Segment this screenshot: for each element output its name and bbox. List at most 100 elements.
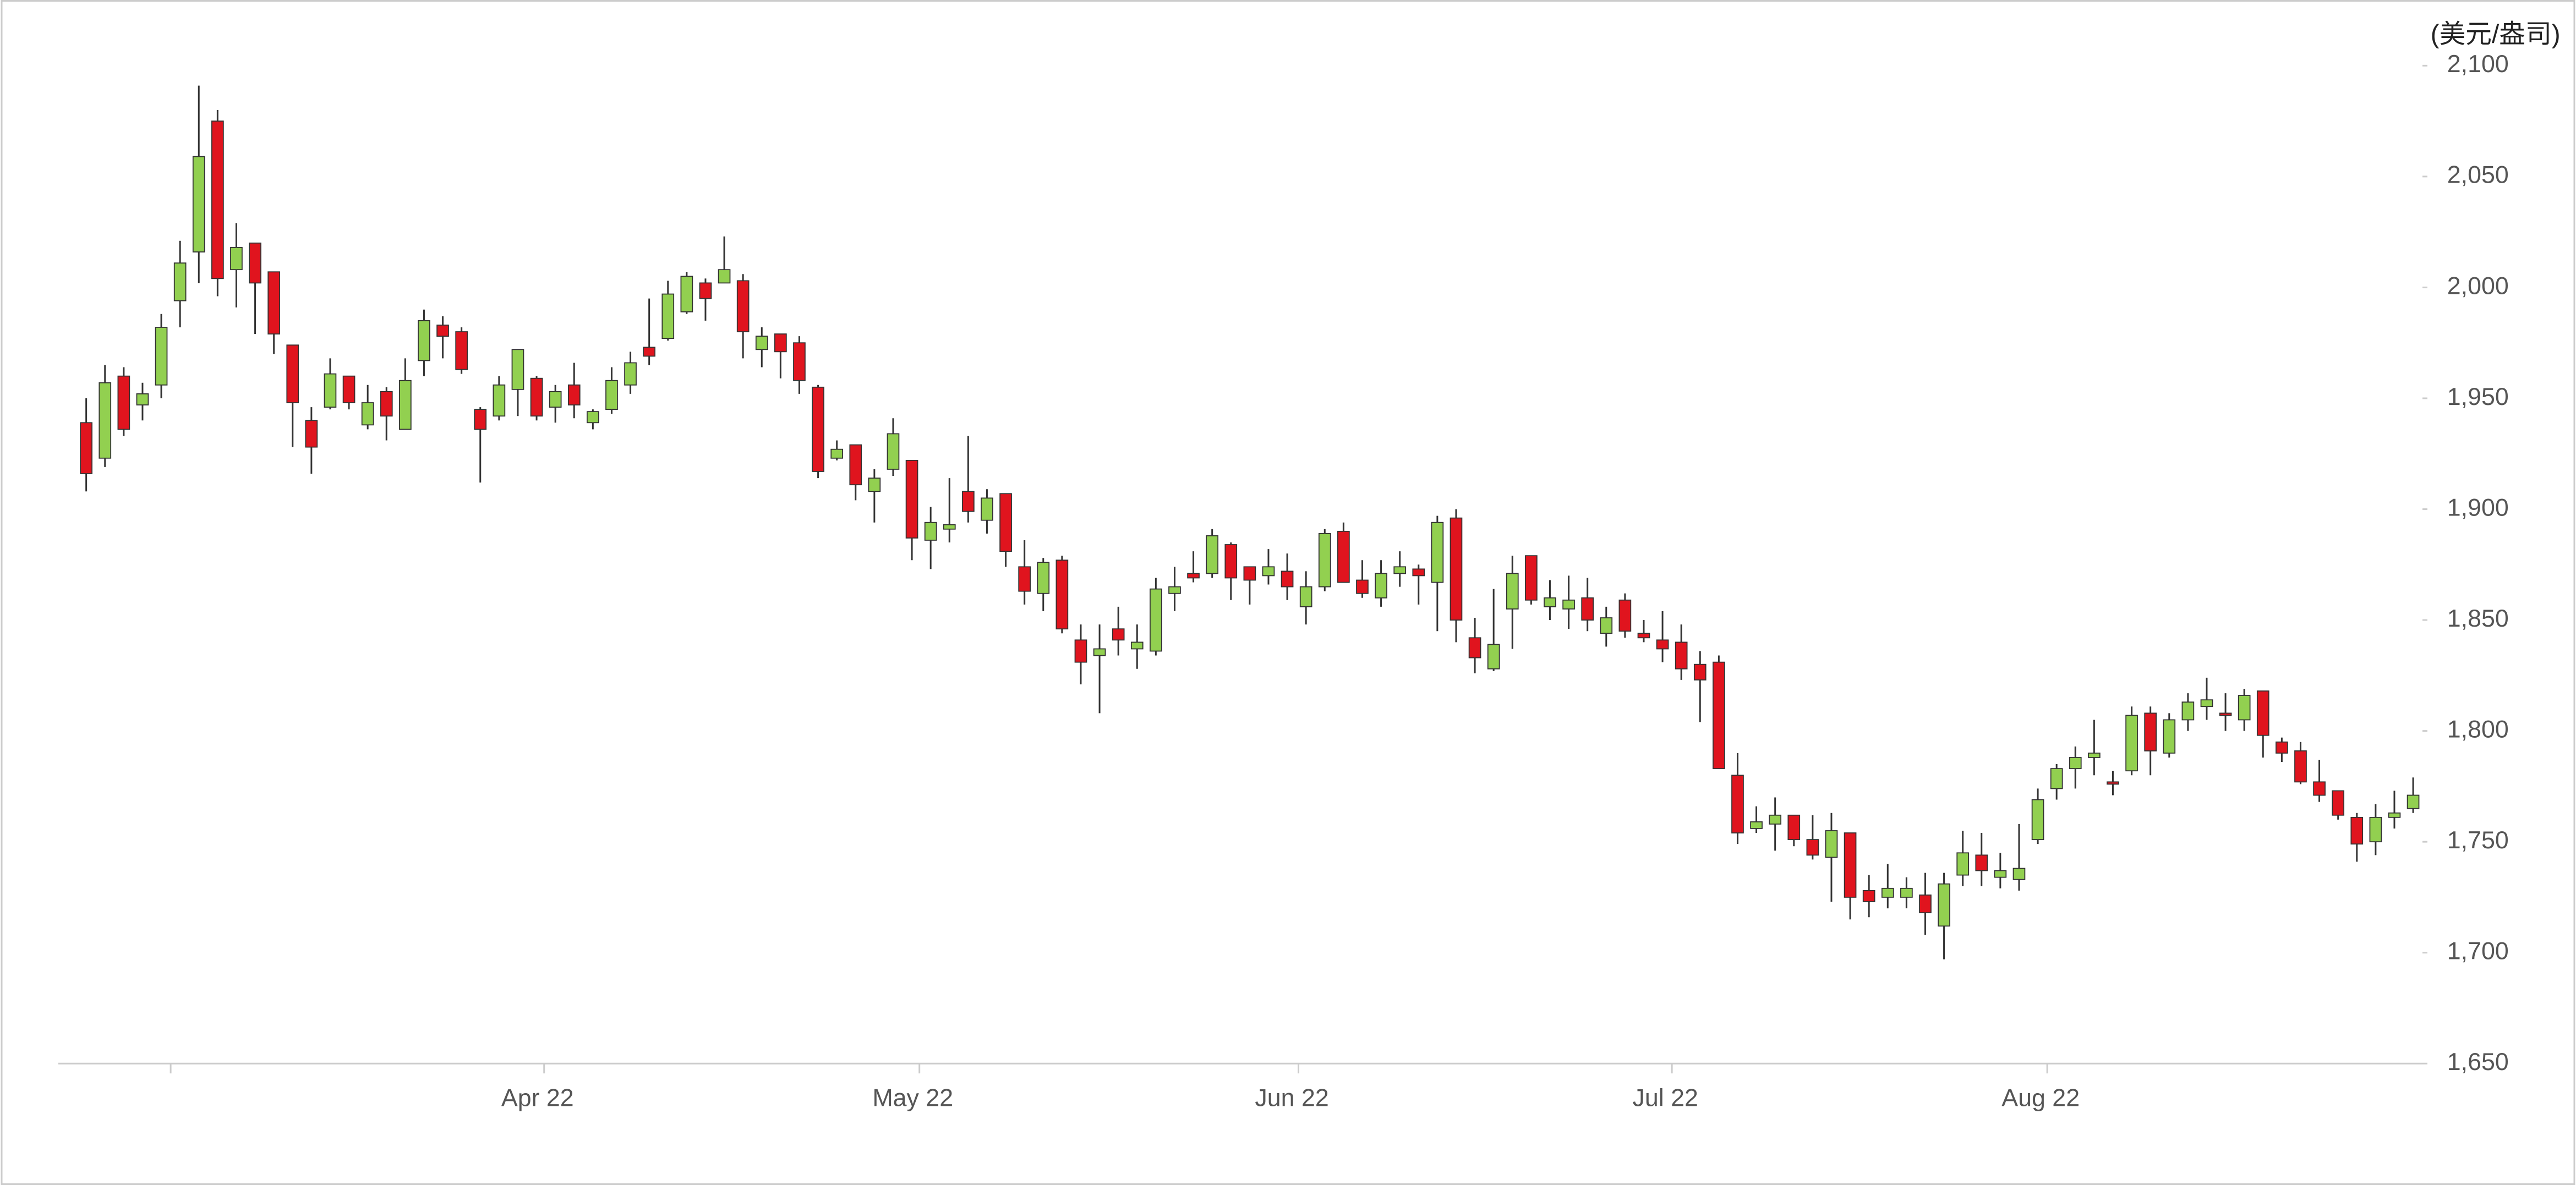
candle-body xyxy=(173,262,187,301)
candle-body xyxy=(305,420,318,448)
candle-body xyxy=(286,344,299,403)
x-tick-label: May 22 xyxy=(872,1084,953,1112)
candle-body xyxy=(1243,566,1256,581)
candle-body xyxy=(1112,628,1125,641)
candle-body xyxy=(868,478,881,492)
y-tick-label: 1,800 xyxy=(2447,715,2509,743)
candle-body xyxy=(1750,821,1763,829)
candle-body xyxy=(380,391,393,417)
candle-body xyxy=(2276,741,2288,754)
candle-body xyxy=(624,362,637,386)
candle-body xyxy=(1675,641,1688,670)
candle-body xyxy=(1093,648,1106,656)
candle-body xyxy=(2294,750,2307,783)
candle-body xyxy=(1018,566,1031,592)
candle-body xyxy=(117,375,130,430)
candle-body xyxy=(155,327,168,386)
candle-body xyxy=(1431,522,1444,583)
candle-body xyxy=(1055,559,1069,630)
candle-body xyxy=(2313,781,2326,796)
candle-body xyxy=(549,391,562,408)
candle-body xyxy=(774,333,787,353)
candle-body xyxy=(849,444,862,486)
candle-body xyxy=(830,448,844,459)
candle-body xyxy=(1806,839,1819,856)
candle-body xyxy=(643,347,656,357)
candle-body xyxy=(136,393,149,405)
candle-body xyxy=(1150,588,1162,652)
candle-body xyxy=(718,269,731,284)
candle-body xyxy=(1844,832,1857,898)
candle-body xyxy=(924,522,937,541)
candle-body xyxy=(249,242,261,284)
y-unit: (美元/盎司) xyxy=(2431,20,2561,49)
candle-body xyxy=(1881,887,1894,898)
candle-body xyxy=(1975,854,1988,871)
candle-body xyxy=(1562,599,1575,610)
candle-body xyxy=(1224,544,1238,579)
candle-body xyxy=(2238,695,2251,721)
candle-body xyxy=(587,411,599,424)
candle-body xyxy=(455,331,468,370)
candle-body xyxy=(2350,816,2364,845)
candle-body xyxy=(436,325,449,337)
y-tick-label: 2,100 xyxy=(2447,50,2509,78)
candle-body xyxy=(1337,530,1350,583)
candle-body xyxy=(1525,555,1538,601)
candle-body xyxy=(2407,794,2420,809)
candle-body xyxy=(1506,573,1519,610)
y-tick-label: 2,050 xyxy=(2447,161,2509,189)
candle-body xyxy=(2069,757,2082,770)
candle-body xyxy=(1787,814,1801,841)
x-tick-label: Jul 22 xyxy=(1632,1084,1698,1112)
candle-body xyxy=(680,276,693,312)
candle-body xyxy=(1299,586,1312,607)
candle-body xyxy=(399,380,412,430)
candle-body xyxy=(943,524,956,530)
candle-body xyxy=(999,493,1012,552)
candle-body xyxy=(2332,790,2345,816)
candle-body xyxy=(699,282,712,299)
candle-body xyxy=(474,409,487,430)
candle-body xyxy=(1487,644,1500,670)
candle-body xyxy=(192,156,205,253)
candle-body xyxy=(1356,579,1369,594)
candle-body xyxy=(80,422,93,474)
candle-body xyxy=(1693,663,1707,681)
candle-body xyxy=(793,342,806,381)
candle-body xyxy=(1375,573,1387,599)
candle-body xyxy=(1412,568,1425,577)
candle-body xyxy=(1450,517,1463,621)
candle-body xyxy=(2107,781,2119,785)
candle-body xyxy=(324,373,337,408)
candle-body xyxy=(905,459,918,539)
candle-body xyxy=(361,402,374,426)
candle-body xyxy=(887,433,900,470)
candle-body xyxy=(2163,719,2176,754)
candle-body xyxy=(1544,597,1556,607)
candle-body xyxy=(267,271,281,334)
candle-body xyxy=(1731,775,1744,833)
candle-body xyxy=(1130,641,1144,650)
candle-body xyxy=(530,377,543,417)
candle-body xyxy=(1900,887,1913,898)
candle-body xyxy=(1713,661,1725,770)
candle-body xyxy=(1074,639,1087,663)
candle-body xyxy=(511,349,524,390)
candle-body xyxy=(1206,535,1219,574)
y-tick-label: 1,850 xyxy=(2447,605,2509,632)
y-tick-label: 1,700 xyxy=(2447,937,2509,965)
candle-body xyxy=(2219,712,2232,716)
candle-body xyxy=(342,375,356,403)
candle-body xyxy=(1318,533,1331,588)
y-tick-label: 1,650 xyxy=(2447,1048,2509,1076)
candle-body xyxy=(1825,830,1838,858)
x-tick-label: Aug 22 xyxy=(2001,1084,2080,1112)
candle-body xyxy=(2031,799,2044,841)
candle-body xyxy=(1938,883,1950,927)
candle-body xyxy=(211,120,224,279)
candle-body xyxy=(2144,712,2157,751)
candle-body xyxy=(605,380,618,410)
candle-body xyxy=(1281,570,1294,588)
